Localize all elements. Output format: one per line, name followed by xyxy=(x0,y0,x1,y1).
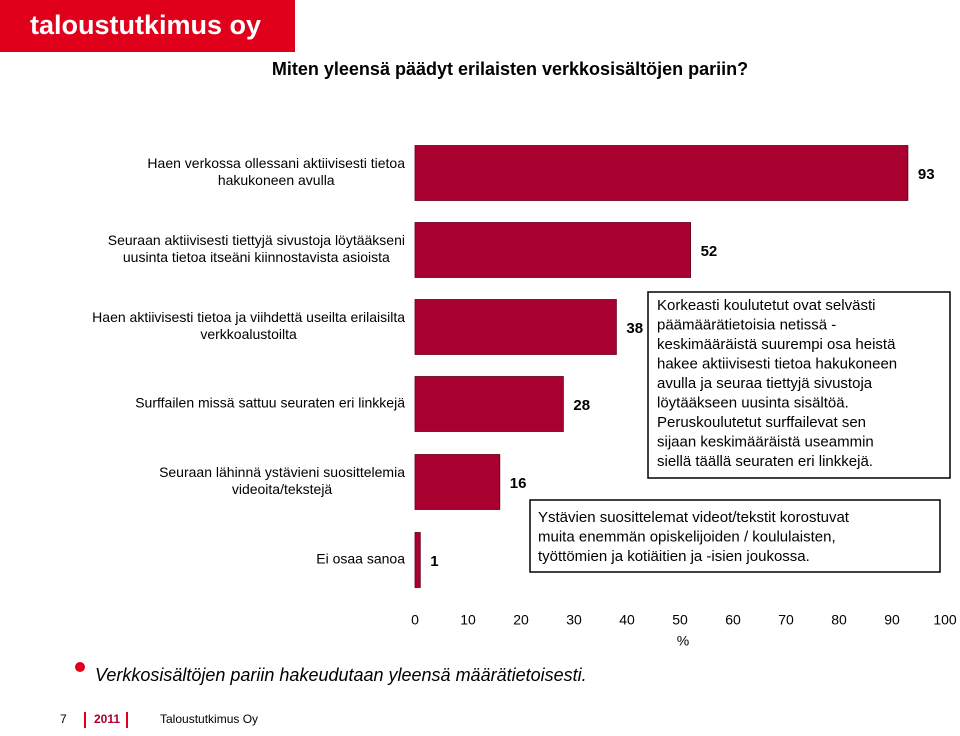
annotation-text: muita enemmän opiskelijoiden / koululais… xyxy=(538,528,836,545)
bar xyxy=(414,299,617,355)
annotation-text: Korkeasti koulutetut ovat selvästi xyxy=(657,297,875,314)
category-label: videoita/tekstejä xyxy=(232,481,333,497)
category-label: Ei osaa sanoa xyxy=(316,551,405,567)
category-label: uusinta tietoa itseäni kiinnostavista as… xyxy=(123,249,390,265)
annotation-text: avulla ja seuraa tiettyjä sivustoja xyxy=(657,375,873,392)
conclusion: Verkkosisältöjen pariin hakeudutaan ylee… xyxy=(95,665,587,685)
bar xyxy=(414,222,692,278)
x-tick-label: 60 xyxy=(725,612,741,628)
annotation-box xyxy=(529,499,941,573)
annotation-text: Ystävien suosittelemat videot/tekstit ko… xyxy=(538,509,850,526)
value-label: 93 xyxy=(918,166,935,183)
category-label: verkkoalustoilta xyxy=(200,326,297,342)
value-label: 38 xyxy=(626,320,643,337)
annotation-text: keskimääräistä suurempi osa heistä xyxy=(657,336,896,353)
x-tick-label: 0 xyxy=(411,612,419,628)
x-tick-label: 80 xyxy=(831,612,847,628)
value-label: 16 xyxy=(510,475,527,492)
bullet xyxy=(75,662,85,672)
x-tick-label: 40 xyxy=(619,612,635,628)
annotation-text: työttömien ja kotiäitien ja -isien jouko… xyxy=(538,548,810,565)
x-axis-label: % xyxy=(677,633,689,649)
chart-title: Miten yleensä päädyt erilaisten verkkosi… xyxy=(272,59,748,79)
year: 2011 xyxy=(94,712,120,726)
logo: taloustutkimus oy xyxy=(30,10,261,40)
x-tick-label: 10 xyxy=(460,612,476,628)
annotation-text: Peruskoulutetut surffailevat sen xyxy=(657,414,866,431)
category-label: Seuraan lähinnä ystävieni suosittelemia xyxy=(159,464,405,480)
category-label: hakukoneen avulla xyxy=(218,172,335,188)
category-label: Haen verkossa ollessani aktiivisesti tie… xyxy=(147,155,405,171)
value-label: 52 xyxy=(701,243,718,260)
bar xyxy=(414,532,421,588)
category-label: Seuraan aktiivisesti tiettyjä sivustoja … xyxy=(108,232,405,248)
x-tick-label: 90 xyxy=(884,612,900,628)
x-tick-label: 50 xyxy=(672,612,688,628)
page-number: 7 xyxy=(60,712,67,726)
value-label: 28 xyxy=(573,397,590,414)
x-tick-label: 20 xyxy=(513,612,529,628)
category-label: Surffailen missä sattuu seuraten eri lin… xyxy=(135,395,405,411)
bar xyxy=(414,145,909,201)
value-label: 1 xyxy=(430,553,438,570)
x-tick-label: 70 xyxy=(778,612,794,628)
annotation-text: siellä täällä seuraten eri linkkejä. xyxy=(657,453,873,470)
category-label: Haen aktiivisesti tietoa ja viihdettä us… xyxy=(92,309,405,325)
bar xyxy=(414,376,564,432)
separator xyxy=(84,712,86,728)
annotation-text: hakee aktiivisesti tietoa hakukoneen xyxy=(657,355,897,372)
x-tick-label: 100 xyxy=(933,612,957,628)
x-tick-label: 30 xyxy=(566,612,582,628)
bar xyxy=(414,454,501,510)
logo-box xyxy=(0,0,295,52)
annotation-text: sijaan keskimääräistä useammin xyxy=(657,433,874,450)
separator xyxy=(126,712,128,728)
annotation-box xyxy=(647,291,951,479)
annotation-text: päämäärätietoisia netissä - xyxy=(657,316,836,333)
company: Taloustutkimus Oy xyxy=(160,712,258,726)
annotation-text: löytääkseen uusinta sisältöä. xyxy=(657,394,849,411)
